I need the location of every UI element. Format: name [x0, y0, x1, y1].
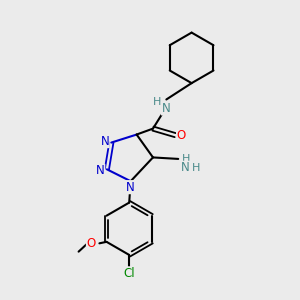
Text: H: H [192, 163, 200, 173]
Text: N: N [161, 102, 170, 115]
Text: Cl: Cl [123, 267, 135, 280]
Text: N: N [100, 135, 109, 148]
Text: N: N [126, 181, 134, 194]
Text: H: H [153, 98, 162, 107]
Text: O: O [177, 129, 186, 142]
Text: H: H [182, 154, 190, 164]
Text: O: O [86, 237, 96, 250]
Text: N: N [181, 161, 190, 174]
Text: N: N [96, 164, 105, 177]
